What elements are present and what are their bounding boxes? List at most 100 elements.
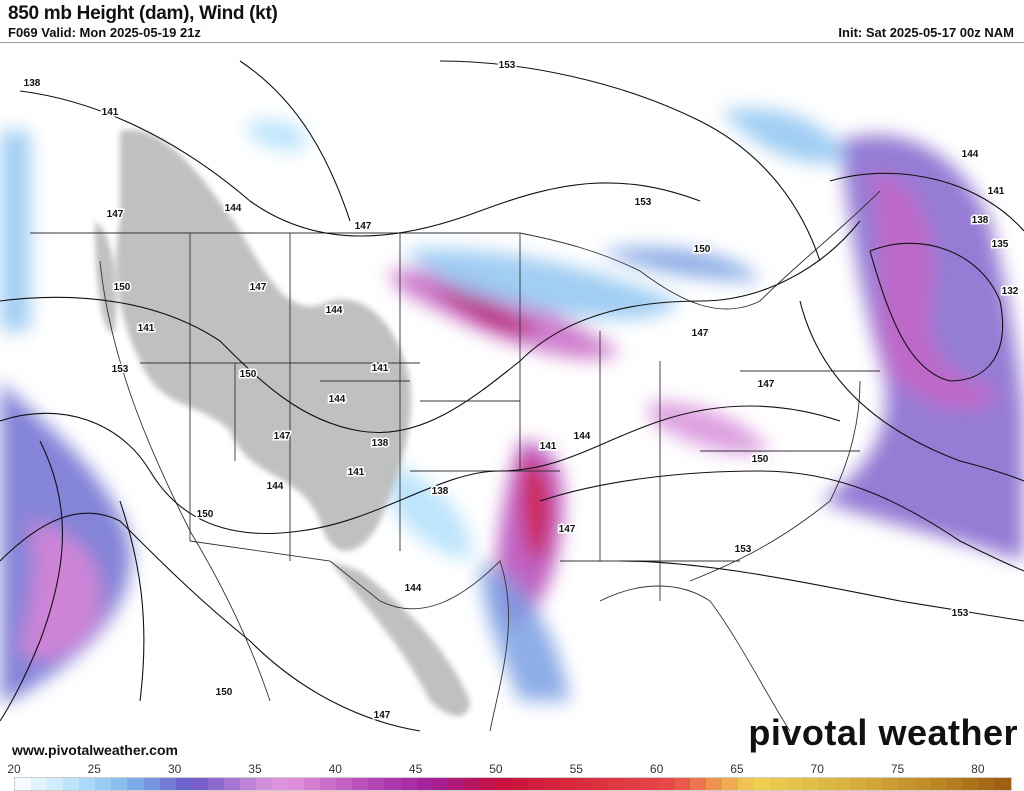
colorbar-cell [545,778,562,790]
colorbar-cell [255,778,272,790]
height-label: 147 [107,209,124,220]
colorbar-cell [561,778,578,790]
weather-map[interactable]: 138 141 147 144 150 153 147 144 141 150 144 138 147 1… [0,42,1024,761]
colorbar-cell [191,778,208,790]
colorbar-cell [866,778,883,790]
height-label: 144 [405,583,422,594]
colorbar-cell [304,778,321,790]
pivotal-weather-logo: pivotal weather [748,712,1018,753]
height-label: 153 [112,364,129,375]
border-line [189,540,509,732]
colorbar-cell [593,778,610,790]
colorbar-cell [689,778,706,790]
colorbar-cell [914,778,931,790]
height-label: 150 [114,282,131,293]
colorbar-cell [496,778,513,790]
colorbar-cell [368,778,385,790]
colorbar-cell [769,778,786,790]
colorbar-cell [818,778,835,790]
terrain-area [95,221,117,333]
colorbar-cell [448,778,465,790]
wind-speed-area [650,401,770,454]
colorbar-cell [320,778,337,790]
colorbar-tick: 60 [649,762,664,776]
height-contour [539,470,1024,572]
colorbar-cell [336,778,353,790]
wind-colorbar [14,777,1012,791]
wind-speed-area [430,286,540,334]
height-contour [829,172,1024,232]
height-label: 141 [988,186,1005,197]
height-label: 147 [559,524,576,535]
height-contour [19,90,701,237]
colorbar-cell [47,778,64,790]
colorbar-tick: 70 [810,762,824,776]
height-label: 153 [499,60,516,71]
colorbar-tick: 45 [408,762,423,776]
wind-speed-area [480,561,570,701]
colorbar-cell [962,778,979,790]
site-url[interactable]: www.pivotalweather.com [12,742,178,758]
border-line [99,260,271,702]
colorbar-cell [834,778,851,790]
colorbar-tick: 30 [167,762,182,776]
height-contour [0,220,861,433]
map-title: 850 mb Height (dam), Wind (kt) [8,3,278,24]
height-label: 147 [250,282,267,293]
height-label: 144 [329,394,346,405]
colorbar-cell [609,778,626,790]
height-contour [439,60,821,262]
height-label: 150 [240,369,257,380]
height-label: 144 [574,431,591,442]
border-line [599,585,791,732]
terrain-area [330,561,470,716]
height-contour [0,440,63,722]
height-label: 141 [540,441,557,452]
colorbar-cell [529,778,546,790]
height-contour [619,560,1024,622]
colorbar-cell [143,778,160,790]
colorbar-cell [384,778,401,790]
height-label: 147 [355,221,372,232]
wind-speed-area [380,461,472,561]
height-contour [0,405,841,534]
height-label: 138 [372,438,389,449]
colorbar-cell [641,778,658,790]
border-line [30,190,881,310]
colorbar-cell [946,778,963,790]
colorbar-cell [207,778,224,790]
height-label: 141 [138,323,155,334]
height-contour [799,300,1024,482]
wind-speed-area [20,521,102,659]
height-label: 153 [952,608,969,619]
colorbar-cell [930,778,947,790]
wind-speed-area [0,131,30,331]
height-label: 150 [197,509,214,520]
colorbar-cell [512,778,529,790]
height-contour [119,500,145,702]
colorbar-cell [79,778,96,790]
colorbar-cell [352,778,369,790]
wind-speed-area [523,456,550,561]
colorbar-cell [95,778,112,790]
colorbar-tick: 75 [890,762,905,776]
height-label: 141 [372,363,389,374]
colorbar-cell [625,778,642,790]
colorbar-cell [994,778,1011,790]
colorbar-cell [898,778,915,790]
height-label: 138 [972,215,989,226]
colorbar-cell [802,778,819,790]
height-label: 144 [326,305,343,316]
colorbar-tick: 65 [730,762,744,776]
height-label: 138 [432,486,449,497]
colorbar-cell [753,778,770,790]
height-label: 147 [374,710,391,721]
colorbar-cell [111,778,128,790]
colorbar-cell [416,778,433,790]
colorbar-cell [432,778,449,790]
colorbar-cell [786,778,803,790]
wind-speed-area [400,249,680,320]
wind-speed-area [600,247,760,281]
colorbar-cell [978,778,995,790]
init-time: Init: Sat 2025-05-17 00z NAM [838,25,1014,40]
